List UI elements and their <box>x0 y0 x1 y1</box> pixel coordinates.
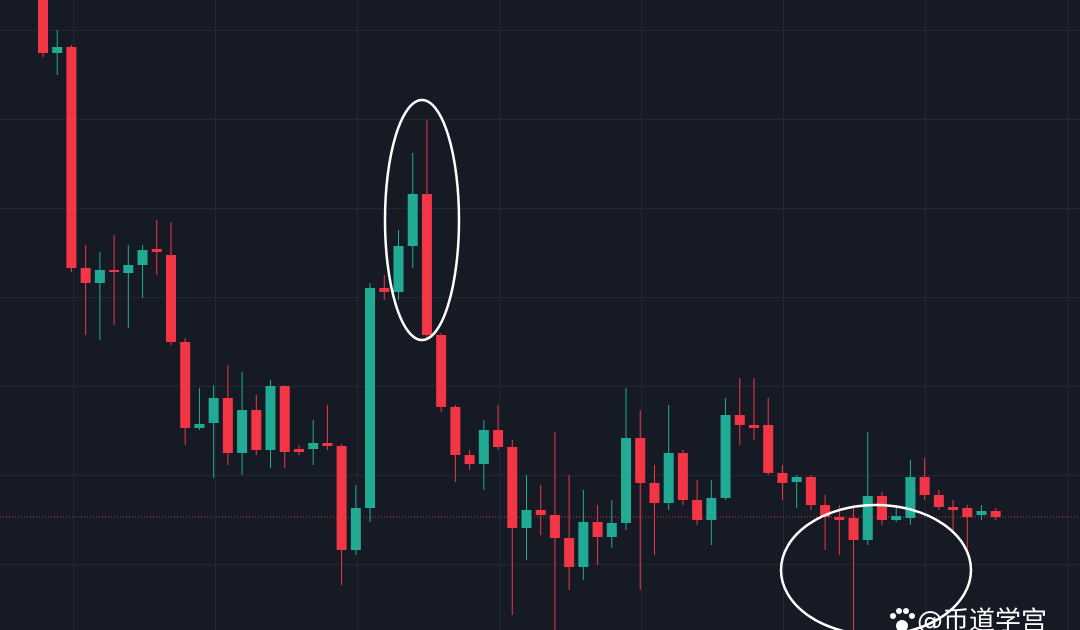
candle-body <box>606 523 617 537</box>
candle-body <box>848 518 859 540</box>
watermark: @币道学宫 <box>917 607 1047 630</box>
candle-body <box>592 522 603 537</box>
candle-body <box>891 516 902 520</box>
candle-body <box>265 386 276 450</box>
candle-body <box>876 496 887 520</box>
candle-body <box>862 496 873 540</box>
candle-body <box>478 430 489 464</box>
candle-body <box>208 398 219 423</box>
candle-body <box>763 425 774 473</box>
candle-body <box>237 410 248 453</box>
candle-body <box>919 477 930 495</box>
candle-body <box>805 477 816 505</box>
candle-body <box>194 424 205 428</box>
candle-body <box>621 438 632 523</box>
candle-body <box>933 495 944 507</box>
candle-body <box>222 398 233 453</box>
candle-body <box>336 446 347 550</box>
paw-icon <box>890 608 915 630</box>
candle-body <box>578 522 589 567</box>
candle-body <box>293 449 304 452</box>
candle-body <box>976 511 987 515</box>
candle-body <box>521 510 532 528</box>
candle-body <box>421 194 432 335</box>
highlight-ellipse <box>779 503 973 630</box>
candle-body <box>791 477 802 482</box>
candle-body <box>137 250 148 265</box>
candle-body <box>322 443 333 446</box>
candle-body <box>820 505 831 517</box>
candle-body <box>635 438 646 483</box>
candle-body <box>123 265 134 273</box>
highlight-ellipse <box>383 98 461 342</box>
candle-body <box>464 455 475 464</box>
candle-body <box>38 0 48 53</box>
candle-body <box>507 447 518 528</box>
candle-body <box>720 415 731 498</box>
candle-body <box>379 288 390 292</box>
candle-body <box>393 246 404 292</box>
candle-body <box>109 270 120 272</box>
candle-body <box>692 500 703 520</box>
candle-body <box>834 517 845 520</box>
candle-body <box>749 425 759 428</box>
candle-body <box>66 47 77 268</box>
candle-body <box>677 453 688 500</box>
candle-body <box>663 453 674 503</box>
candle-body <box>151 249 162 252</box>
candle-body <box>80 268 91 283</box>
candle-body <box>436 335 447 407</box>
candle-body <box>180 342 191 428</box>
candle-body <box>493 430 504 447</box>
candle-body <box>962 508 973 517</box>
candle-body <box>52 47 63 53</box>
candle-body <box>165 255 176 342</box>
candle-body <box>905 477 916 518</box>
candle-body <box>948 507 959 510</box>
candle-body <box>450 407 461 455</box>
candle-body <box>549 515 560 538</box>
candle-body <box>279 386 290 452</box>
candle-body <box>777 473 788 483</box>
candle-body <box>251 410 262 450</box>
candle-body <box>350 508 361 550</box>
candle-body <box>94 270 105 283</box>
candle-body <box>535 510 546 515</box>
candle-body <box>734 415 745 425</box>
candle-body <box>649 483 660 503</box>
candle-body <box>990 511 1001 517</box>
candle-body <box>308 443 319 449</box>
candle-body <box>365 288 376 508</box>
candle-body <box>706 498 717 520</box>
candle-body <box>564 538 575 567</box>
candle-body <box>407 194 418 246</box>
